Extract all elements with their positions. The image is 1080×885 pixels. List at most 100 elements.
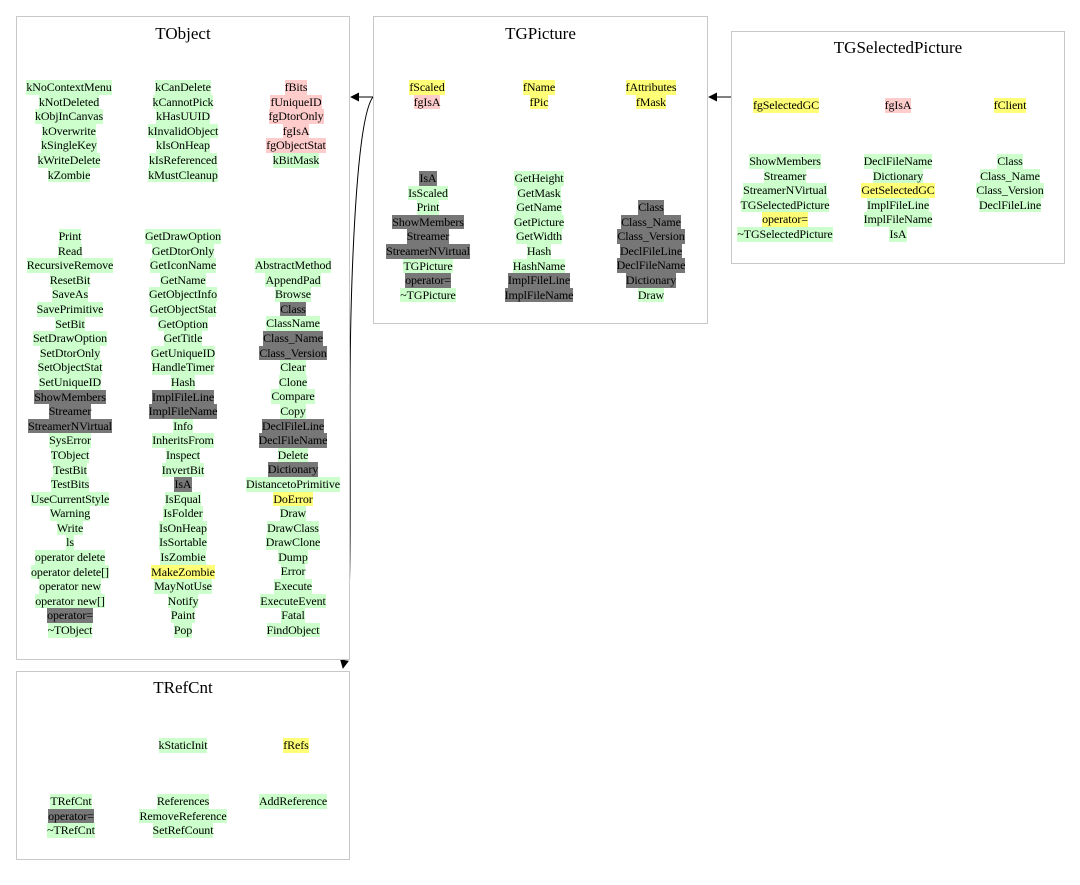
member-hashname: HashName <box>512 258 566 274</box>
member-saveas: SaveAs <box>51 287 89 302</box>
member-fgobjectstat: fgObjectStat <box>266 138 326 153</box>
trefcnt-top-col-3: fRefs <box>251 738 341 753</box>
member-kcandelete: kCanDelete <box>155 80 211 95</box>
member-inheritsfrom: InheritsFrom <box>152 433 214 448</box>
member-operator-delete: operator delete <box>34 550 106 565</box>
member-addreference: AddReference <box>258 794 328 809</box>
member-isa: IsA <box>889 226 907 242</box>
tobject-top-col-3: fBits fUniqueID fgDtorOnly fgIsA fgObjectSta… <box>251 80 341 168</box>
member-fbits: fBits <box>284 80 308 95</box>
member-write: Write <box>56 520 84 536</box>
member-operator: operator= <box>762 212 808 227</box>
member-isscaled: IsScaled <box>408 185 448 201</box>
member-setdrawoption: SetDrawOption <box>32 331 108 346</box>
member-operator-new: operator new <box>39 579 101 594</box>
member-tobject: TObject <box>50 447 90 463</box>
member-kmustcleanup: kMustCleanup <box>148 167 218 183</box>
member-fscaled: fScaled <box>409 80 445 95</box>
member-read: Read <box>57 243 83 259</box>
member-class-name: Class_Name <box>980 168 1040 184</box>
member-inspect: Inspect <box>166 447 200 463</box>
member-hash: Hash <box>170 374 196 390</box>
trefcnt-method-col-1: TRefCnt operator= ~TRefCnt <box>17 794 125 838</box>
tgselectedpicture-top-col-1: fgSelectedGC <box>736 98 836 113</box>
tgpicture-class-box: TGPicture fScaled fgIsA fName fPic fAttrib… <box>373 16 708 324</box>
member-makezombie: MakeZombie <box>151 564 215 580</box>
tgpicture-method-col-2: GetHeight GetMask GetName GetPicture GetWidt… <box>492 171 586 303</box>
member-operator-new: operator new[] <box>35 593 105 609</box>
member-syserror: SysError <box>49 433 91 448</box>
member-class-name: Class_Name <box>263 330 323 346</box>
member-streamer: Streamer <box>406 229 450 244</box>
tgpicture-top-col-3: fAttributes fMask <box>604 80 698 110</box>
trefcnt-class-box: TRefCnt kStaticInit fRefs TRefCnt operato… <box>16 671 350 860</box>
member-tgpicture: TGPicture <box>403 258 453 274</box>
member-warning: Warning <box>49 506 91 521</box>
member-declfilename: DeclFileName <box>863 154 933 169</box>
member-gettitle: GetTitle <box>163 331 203 346</box>
member-notify: Notify <box>167 593 199 609</box>
tobject-top-col-2: kCanDelete kCannotPick kHasUUID kInvalidObj… <box>133 80 233 183</box>
member-getname: GetName <box>160 272 206 288</box>
member-showmembers: ShowMembers <box>392 214 464 230</box>
tobject-method-col-2: GetDrawOption GetDtorOnly GetIconName GetNa… <box>133 229 233 638</box>
member-frefs: fRefs <box>283 738 309 753</box>
member-trefcnt: ~TRefCnt <box>47 823 95 838</box>
member-distancetoprimitive: DistancetoPrimitive <box>245 476 341 492</box>
member-dictionary: Dictionary <box>625 272 677 288</box>
member-class-name: Class_Name <box>621 214 681 230</box>
member-fgdtoronly: fgDtorOnly <box>268 109 324 124</box>
trefcnt-method-col-3: AddReference <box>235 794 351 809</box>
member-isequal: IsEqual <box>165 491 201 507</box>
member-implfilename: ImplFileName <box>504 287 574 303</box>
member-clear: Clear <box>280 360 306 375</box>
member-getheight: GetHeight <box>514 171 564 186</box>
tgselectedpicture-class-box: TGSelectedPicture fgSelectedGC fgIsA fCl… <box>731 31 1065 264</box>
member-implfileline: ImplFileLine <box>866 197 930 213</box>
member-kbitmask: kBitMask <box>272 152 320 168</box>
member-testbit: TestBit <box>53 462 87 478</box>
member-ksinglekey: kSingleKey <box>41 138 97 153</box>
member-pop: Pop <box>173 623 193 638</box>
tgpicture-method-col-1: IsA IsScaled Print ShowMembers Streamer Strea… <box>374 171 482 303</box>
member-setbit: SetBit <box>55 316 85 332</box>
member-fgselectedgc: fgSelectedGC <box>752 98 820 113</box>
member-getdtoronly: GetDtorOnly <box>151 243 215 259</box>
member-tgselectedpicture: ~TGSelectedPicture <box>737 226 833 242</box>
member-removereference: RemoveReference <box>139 808 227 824</box>
member-error: Error <box>280 564 306 580</box>
member-fattributes: fAttributes <box>625 80 677 95</box>
member-delete: Delete <box>277 447 309 463</box>
tgselectedpicture-method-col-3: Class Class_Name Class_Version DeclFileLine <box>960 154 1060 213</box>
member-findobject: FindObject <box>266 622 320 638</box>
member-getselectedgc: GetSelectedGC <box>861 183 935 198</box>
member-declfileline: DeclFileLine <box>978 197 1042 213</box>
member-knotdeleted: kNotDeleted <box>38 94 100 110</box>
member-declfileline: DeclFileLine <box>261 418 325 434</box>
member-class: Class <box>280 301 306 317</box>
member-isonheap: IsOnHeap <box>159 520 207 536</box>
member-maynotuse: MayNotUse <box>154 579 212 594</box>
member-fgisa: fgIsA <box>884 98 912 113</box>
member-streamer: Streamer <box>763 168 807 184</box>
member-fatal: Fatal <box>281 608 305 623</box>
class-title: TObject <box>155 24 211 43</box>
member-resetbit: ResetBit <box>49 272 91 288</box>
member-getobjectstat: GetObjectStat <box>149 301 217 317</box>
member-getmask: GetMask <box>517 185 561 201</box>
member-showmembers: ShowMembers <box>749 154 821 169</box>
member-kstaticinit: kStaticInit <box>158 738 208 753</box>
member-setdtoronly: SetDtorOnly <box>39 345 101 361</box>
member-handletimer: HandleTimer <box>151 360 215 375</box>
member-dump: Dump <box>278 549 308 565</box>
member-operator: operator= <box>48 808 94 824</box>
member-class-version: Class_Version <box>259 345 327 361</box>
member-references: References <box>156 794 210 809</box>
member-operator: operator= <box>405 273 451 288</box>
tobject-top-col-1: kNoContextMenu kNotDeleted kObjInCanvas kOv… <box>17 80 121 183</box>
member-knocontextmenu: kNoContextMenu <box>26 80 112 95</box>
member-koverwrite: kOverwrite <box>42 123 96 139</box>
class-title: TRefCnt <box>153 678 213 697</box>
tobject-class-box: TObject kNoContextMenu kNotDeleted kObjInC… <box>16 16 350 660</box>
member-isa: IsA <box>174 477 192 492</box>
